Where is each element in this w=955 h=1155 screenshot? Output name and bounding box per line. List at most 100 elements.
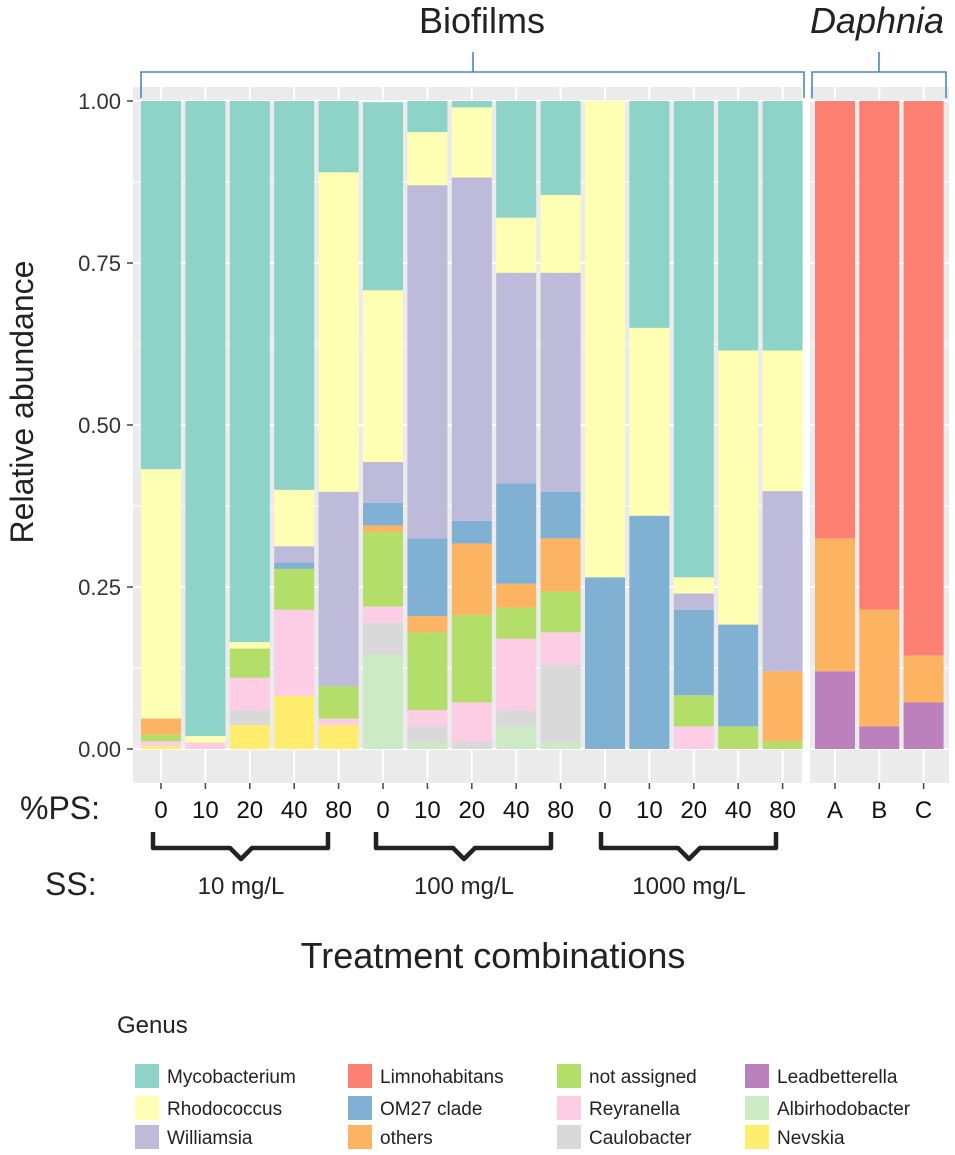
bar-segment-rhodococcus — [673, 577, 714, 594]
bar-segment-others — [903, 655, 944, 703]
bar-segment-williamsia — [363, 461, 403, 503]
bar-segment-rhodococcus — [451, 107, 492, 178]
legend-label: Reyranella — [589, 1099, 680, 1120]
bar-segment-not-assigned — [496, 607, 537, 639]
bar-segment-om27-clade — [274, 562, 315, 569]
bar-segment-not-assigned — [318, 686, 359, 719]
legend-swatch — [745, 1096, 769, 1120]
biofilms-bracket — [140, 52, 805, 98]
panel-title-biofilms: Biofilms — [419, 0, 545, 41]
bar-segment-mycobacterium — [141, 101, 181, 470]
ps-row-label: %PS: — [20, 790, 100, 826]
bar-stack — [859, 101, 900, 749]
bar-segment-mycobacterium — [718, 101, 759, 351]
x-tick-label: 40 — [503, 797, 530, 824]
bar-segment-nevskia — [274, 695, 315, 749]
bar-stack — [274, 101, 315, 749]
bar-segment-rhodococcus — [229, 642, 270, 649]
bar-segment-mycobacterium — [229, 101, 270, 643]
y-tick-label: 0.50 — [78, 413, 121, 438]
legend: Mycobacterium Rhodococcus Williamsia Limnoh… — [135, 1064, 911, 1149]
bar-segment-not-assigned — [451, 614, 492, 703]
bar-segment-others — [859, 609, 900, 727]
bar-segment-not-assigned — [762, 741, 803, 749]
legend-swatch — [557, 1064, 581, 1088]
bar-segment-leadbetterella — [859, 726, 900, 749]
bar-segment-others — [407, 616, 448, 633]
legend-swatch — [135, 1096, 159, 1120]
bar-segment-williamsia — [673, 593, 714, 610]
bar-segment-rhodococcus — [407, 132, 448, 186]
bar-stack — [540, 101, 581, 749]
bar-segment-rhodococcus — [496, 217, 537, 273]
bar-segment-mycobacterium — [451, 101, 492, 108]
legend-swatch — [348, 1096, 372, 1120]
x-tick-label: C — [915, 797, 932, 824]
bar-stack — [185, 101, 226, 749]
bar-stack — [496, 101, 537, 749]
daphnia-bracket — [811, 52, 947, 98]
bar-segment-nevskia — [318, 725, 359, 749]
bar-segment-limnohabitans — [859, 101, 900, 610]
bar-segment-leadbetterella — [815, 671, 855, 749]
bar-segment-williamsia — [318, 491, 359, 687]
bar-segment-williamsia — [407, 185, 448, 539]
x-tick-label: 40 — [725, 797, 752, 824]
bar-stack — [673, 101, 714, 749]
ss-row-label: SS: — [45, 866, 97, 902]
x-tick-label: 80 — [325, 797, 352, 824]
x-tick-label: 10 — [192, 797, 219, 824]
bar-segment-om27-clade — [363, 502, 403, 526]
bar-segment-williamsia — [762, 491, 803, 672]
bar-segment-rhodococcus — [185, 736, 226, 743]
bar-segment-reyranella — [540, 632, 581, 665]
bar-segment-mycobacterium — [673, 101, 714, 578]
bar-segment-rhodococcus — [363, 290, 403, 462]
bar-segment-rhodococcus — [540, 194, 581, 273]
x-tick-label: 20 — [458, 797, 485, 824]
bar-segment-mycobacterium — [318, 101, 359, 173]
bar-segment-caulobacter — [229, 710, 270, 726]
legend-swatch — [745, 1064, 769, 1088]
bar-stack — [141, 101, 181, 749]
bar-segment-reyranella — [185, 742, 226, 749]
bar-segment-reyranella — [496, 638, 537, 711]
legend-label: Rhodococcus — [167, 1099, 282, 1120]
bar-stack — [363, 102, 403, 749]
bar-segment-williamsia — [540, 272, 581, 492]
bar-segment-om27-clade — [585, 577, 625, 749]
y-tick-label: 1.00 — [78, 89, 121, 114]
bar-segment-rhodococcus — [318, 172, 359, 492]
bar-segment-albirhodobacter — [540, 742, 581, 749]
legend-swatch — [348, 1064, 372, 1088]
bar-segment-mycobacterium — [363, 102, 403, 291]
legend-swatch — [557, 1125, 581, 1149]
bar-segment-rhodococcus — [585, 101, 625, 578]
axes: 0.00 0.25 0.50 0.75 1.00 — [78, 89, 925, 789]
bar-segment-caulobacter — [363, 622, 403, 656]
bar-segment-reyranella — [274, 609, 315, 696]
bar-segment-om27-clade — [673, 609, 714, 696]
bar-segment-others — [815, 538, 855, 672]
bars — [141, 101, 944, 749]
bar-stack — [903, 101, 944, 749]
x-tick-label: 20 — [680, 797, 707, 824]
group-label-100: 100 mg/L — [414, 873, 514, 900]
bar-segment-om27-clade — [540, 491, 581, 539]
bar-segment-not-assigned — [718, 726, 759, 749]
bar-segment-others — [762, 671, 803, 742]
bar-segment-not-assigned — [274, 568, 315, 610]
bar-segment-rhodococcus — [762, 350, 803, 492]
bar-segment-limnohabitans — [903, 101, 944, 656]
bar-segment-reyranella — [363, 606, 403, 623]
legend-label: OM27 clade — [380, 1099, 482, 1120]
panel-title-daphnia: Daphnia — [810, 0, 944, 41]
x-tick-labels: 0 10 20 40 80 0 10 20 40 80 0 10 20 40 80 A B C — [154, 797, 932, 824]
bar-segment-not-assigned — [673, 695, 714, 727]
bar-segment-rhodococcus — [141, 469, 181, 719]
bar-segment-not-assigned — [141, 734, 181, 742]
bar-segment-not-assigned — [540, 591, 581, 633]
x-tick-label: 10 — [414, 797, 441, 824]
legend-swatch — [745, 1125, 769, 1149]
bar-segment-reyranella — [407, 710, 448, 727]
